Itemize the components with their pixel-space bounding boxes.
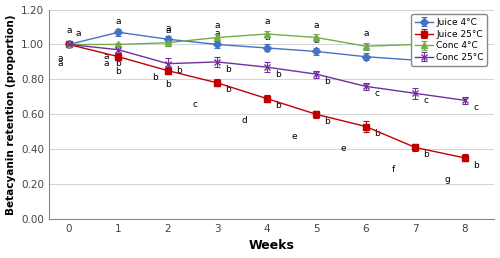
Text: a: a (462, 42, 468, 51)
Text: g: g (444, 175, 450, 184)
Text: a: a (75, 29, 80, 38)
Text: a: a (363, 29, 368, 38)
Text: b: b (152, 73, 158, 82)
Text: a: a (104, 52, 109, 61)
Text: a: a (264, 33, 270, 42)
Text: b: b (324, 117, 330, 126)
Text: a: a (104, 59, 109, 68)
Text: a: a (412, 45, 418, 54)
Text: a: a (57, 59, 62, 68)
Text: a: a (214, 29, 220, 38)
Text: c: c (473, 103, 478, 112)
Text: a: a (412, 28, 418, 37)
Legend: Juice 4°C, Juice 25°C, Conc 4°C, Conc 25°C: Juice 4°C, Juice 25°C, Conc 4°C, Conc 25… (411, 14, 488, 66)
Text: b: b (374, 129, 380, 138)
Text: b: b (176, 66, 182, 75)
Text: a: a (57, 54, 62, 63)
Text: a: a (314, 36, 319, 45)
Text: a: a (165, 26, 170, 35)
Text: b: b (226, 85, 231, 94)
Text: b: b (275, 70, 280, 79)
Text: a: a (264, 17, 270, 26)
Text: b: b (473, 160, 478, 170)
Text: d: d (242, 116, 248, 125)
Text: a: a (116, 28, 121, 37)
Text: e: e (291, 132, 297, 141)
Text: c: c (192, 100, 198, 109)
Text: a: a (462, 26, 468, 35)
Text: f: f (392, 165, 394, 174)
Text: a: a (66, 26, 71, 35)
X-axis label: Weeks: Weeks (249, 239, 294, 252)
Text: a: a (314, 21, 319, 30)
Text: c: c (374, 89, 379, 98)
Text: a: a (214, 21, 220, 30)
Text: b: b (275, 101, 280, 110)
Text: b: b (165, 80, 170, 89)
Text: b: b (116, 59, 121, 68)
Text: c: c (424, 96, 428, 105)
Text: a: a (363, 42, 368, 51)
Text: a: a (165, 24, 170, 33)
Text: b: b (324, 77, 330, 86)
Y-axis label: Betacyanin retention (proportion): Betacyanin retention (proportion) (6, 14, 16, 215)
Text: e: e (340, 144, 346, 153)
Text: a: a (116, 17, 121, 26)
Text: b: b (424, 150, 429, 159)
Text: b: b (116, 67, 121, 76)
Text: b: b (226, 64, 231, 74)
